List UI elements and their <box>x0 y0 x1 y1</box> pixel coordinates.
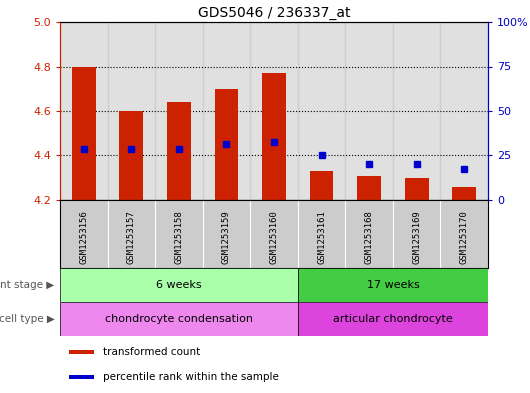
Text: 6 weeks: 6 weeks <box>156 280 202 290</box>
Text: GSM1253158: GSM1253158 <box>174 210 183 264</box>
Text: 17 weeks: 17 weeks <box>367 280 419 290</box>
Bar <box>440 22 488 200</box>
Bar <box>298 268 488 302</box>
Bar <box>452 187 476 200</box>
Bar <box>60 268 298 302</box>
Text: percentile rank within the sample: percentile rank within the sample <box>103 372 279 382</box>
Bar <box>215 89 238 200</box>
Bar <box>155 22 202 200</box>
Bar <box>298 302 488 336</box>
Bar <box>108 22 155 200</box>
Text: GSM1253157: GSM1253157 <box>127 210 136 264</box>
Text: chondrocyte condensation: chondrocyte condensation <box>105 314 253 324</box>
Text: GSM1253168: GSM1253168 <box>365 210 374 264</box>
Text: GSM1253159: GSM1253159 <box>222 210 231 264</box>
Text: GSM1253156: GSM1253156 <box>80 210 89 264</box>
Bar <box>346 22 393 200</box>
Text: development stage ▶: development stage ▶ <box>0 280 55 290</box>
Bar <box>202 22 250 200</box>
Text: articular chondrocyte: articular chondrocyte <box>333 314 453 324</box>
Bar <box>167 102 191 200</box>
Text: GSM1253161: GSM1253161 <box>317 210 326 264</box>
Text: cell type ▶: cell type ▶ <box>0 314 55 324</box>
Bar <box>60 22 108 200</box>
Bar <box>119 111 143 200</box>
Bar <box>357 176 381 200</box>
Bar <box>60 302 298 336</box>
Bar <box>298 22 346 200</box>
Text: GSM1253169: GSM1253169 <box>412 210 421 264</box>
Bar <box>310 171 333 200</box>
Text: transformed count: transformed count <box>103 347 200 357</box>
Text: GSM1253170: GSM1253170 <box>460 210 469 264</box>
Bar <box>393 22 440 200</box>
Bar <box>68 375 94 379</box>
Bar <box>68 350 94 354</box>
Bar <box>250 22 298 200</box>
Text: GSM1253160: GSM1253160 <box>269 210 278 264</box>
Bar <box>262 73 286 200</box>
Bar <box>405 178 429 200</box>
Bar <box>72 66 96 200</box>
Title: GDS5046 / 236337_at: GDS5046 / 236337_at <box>198 6 350 20</box>
